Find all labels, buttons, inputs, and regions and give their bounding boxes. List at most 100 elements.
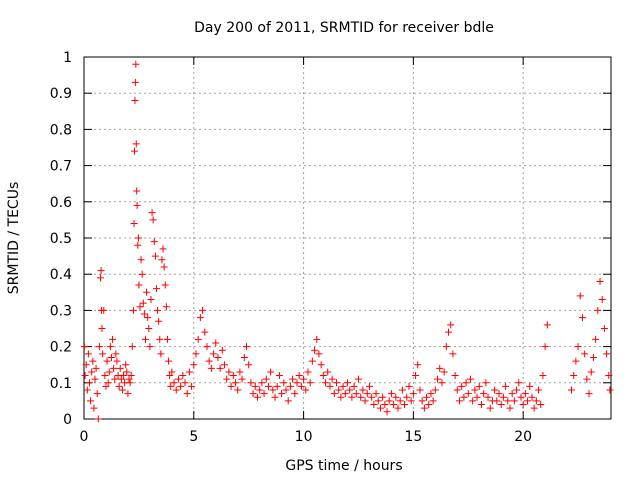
data-point <box>89 357 97 365</box>
data-point <box>212 339 220 347</box>
data-point <box>543 321 551 329</box>
data-point <box>190 361 198 369</box>
data-point <box>156 335 164 343</box>
data-point <box>304 368 312 376</box>
data-point <box>168 368 176 376</box>
data-point <box>94 415 102 423</box>
data-point <box>101 372 109 380</box>
data-point <box>517 393 525 401</box>
tick-layer: 00.10.20.30.40.50.60.70.80.910 5 10 15 20 <box>50 50 611 445</box>
data-point <box>183 390 191 398</box>
data-point <box>350 382 358 390</box>
data-point <box>306 379 314 387</box>
data-point <box>469 397 477 405</box>
data-point <box>330 390 338 398</box>
data-point <box>84 350 92 358</box>
chart-title: Day 200 of 2011, SRMTID for receiver bdl… <box>194 20 494 36</box>
data-point <box>201 328 209 336</box>
data-point <box>311 346 319 354</box>
data-point <box>115 382 123 390</box>
data-point <box>506 404 514 412</box>
data-point <box>83 386 91 394</box>
data-point <box>131 96 139 104</box>
data-point <box>166 372 174 380</box>
y-tick-label: 0.9 <box>50 86 72 102</box>
data-point <box>205 357 213 365</box>
data-point <box>251 382 259 390</box>
data-point <box>587 368 595 376</box>
data-point <box>98 325 106 332</box>
data-point <box>458 382 466 390</box>
data-point <box>85 379 93 387</box>
data-point <box>398 386 406 394</box>
data-point <box>207 364 215 372</box>
data-point <box>333 379 341 387</box>
data-point <box>262 375 270 383</box>
data-point <box>438 379 446 387</box>
data-point <box>308 357 316 365</box>
data-point <box>158 256 166 264</box>
data-point <box>537 401 545 409</box>
data-point <box>120 372 128 380</box>
data-point <box>278 390 286 398</box>
data-point <box>576 292 584 300</box>
data-point <box>464 390 472 398</box>
data-point <box>508 390 516 398</box>
data-point <box>275 372 283 380</box>
data-point <box>589 353 597 361</box>
data-point <box>436 364 444 372</box>
x-tick-label: 10 <box>295 429 313 445</box>
data-point <box>264 382 272 390</box>
data-point <box>106 343 114 351</box>
data-point <box>462 379 470 387</box>
data-point <box>122 361 130 369</box>
x-tick-label: 15 <box>404 429 422 445</box>
data-point <box>376 404 384 412</box>
data-point <box>194 335 202 343</box>
data-point <box>477 401 485 409</box>
data-point <box>154 306 162 314</box>
data-point <box>346 386 354 394</box>
data-point <box>91 375 99 383</box>
data-point <box>247 379 255 387</box>
data-point <box>416 386 424 394</box>
data-point <box>449 350 457 358</box>
data-point <box>427 390 435 398</box>
data-point <box>603 350 611 358</box>
data-point <box>232 379 240 387</box>
data-point <box>455 397 463 405</box>
y-tick-label: 0.7 <box>50 159 72 175</box>
data-point <box>484 393 492 401</box>
data-point <box>238 375 246 383</box>
data-point <box>592 335 600 343</box>
data-point <box>515 379 523 387</box>
data-point <box>600 325 608 332</box>
data-point <box>570 372 578 380</box>
data-point <box>258 379 266 387</box>
data-point <box>491 386 499 394</box>
data-point <box>174 375 182 383</box>
data-point <box>513 386 521 394</box>
data-point <box>192 350 200 358</box>
data-point <box>368 393 376 401</box>
data-point <box>177 382 185 390</box>
data-point <box>123 368 131 376</box>
data-point <box>526 382 534 390</box>
data-point <box>300 375 308 383</box>
data-point <box>260 390 268 398</box>
data-point <box>357 393 365 401</box>
data-point <box>133 201 141 209</box>
data-point <box>125 375 133 383</box>
data-point <box>453 386 461 394</box>
data-point <box>136 303 144 311</box>
data-point <box>317 361 325 369</box>
data-point <box>495 390 503 398</box>
data-point <box>216 364 224 372</box>
data-point <box>141 335 149 343</box>
data-point <box>605 372 613 380</box>
data-point <box>234 386 242 394</box>
data-point <box>172 386 180 394</box>
data-point <box>370 401 378 409</box>
data-point <box>134 234 142 242</box>
